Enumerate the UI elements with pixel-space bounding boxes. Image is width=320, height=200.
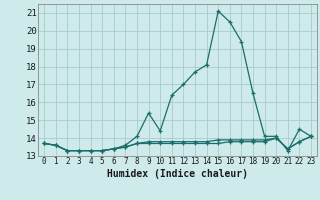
X-axis label: Humidex (Indice chaleur): Humidex (Indice chaleur) [107, 169, 248, 179]
